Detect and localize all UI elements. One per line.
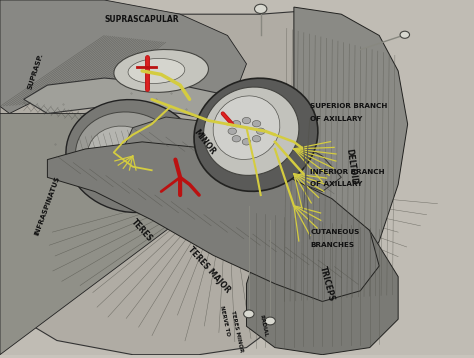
Ellipse shape (242, 117, 251, 124)
Polygon shape (0, 0, 389, 355)
Circle shape (265, 317, 275, 325)
Ellipse shape (232, 121, 241, 127)
Text: SUPRASP.: SUPRASP. (27, 52, 44, 90)
Text: BRANCHES: BRANCHES (310, 242, 355, 248)
Ellipse shape (232, 136, 241, 142)
Circle shape (400, 31, 410, 38)
Text: TERES MINOR: TERES MINOR (230, 310, 244, 353)
Text: RADIAL: RADIAL (258, 315, 268, 338)
Text: TERES: TERES (130, 217, 155, 244)
Ellipse shape (66, 100, 200, 213)
Text: DELTOID: DELTOID (344, 148, 358, 185)
Text: SUPRASCAPULAR: SUPRASCAPULAR (105, 15, 180, 24)
Ellipse shape (228, 128, 237, 134)
Ellipse shape (252, 136, 261, 142)
Ellipse shape (194, 78, 318, 191)
Text: SUPERIOR BRANCH: SUPERIOR BRANCH (310, 103, 388, 110)
Ellipse shape (213, 96, 280, 159)
Text: INFERIOR BRANCH: INFERIOR BRANCH (310, 169, 385, 175)
Ellipse shape (75, 112, 181, 200)
Ellipse shape (114, 49, 209, 92)
Polygon shape (47, 142, 379, 301)
Circle shape (244, 310, 254, 318)
Text: OF AXILLARY: OF AXILLARY (310, 116, 363, 122)
Text: NERVE TO: NERVE TO (219, 305, 231, 337)
Ellipse shape (128, 58, 185, 83)
Polygon shape (123, 117, 341, 192)
Polygon shape (24, 78, 370, 177)
Text: OF AXILLARY: OF AXILLARY (310, 182, 363, 188)
Polygon shape (0, 113, 246, 355)
Ellipse shape (88, 126, 159, 186)
Text: TERES MAJOR: TERES MAJOR (186, 245, 231, 294)
Polygon shape (246, 195, 398, 355)
Polygon shape (275, 7, 408, 312)
Polygon shape (0, 0, 246, 113)
Text: TRICEPS: TRICEPS (318, 265, 336, 303)
Ellipse shape (242, 139, 251, 145)
Text: INFRASPINATUS: INFRASPINATUS (34, 175, 61, 236)
Circle shape (255, 4, 267, 14)
Ellipse shape (256, 128, 265, 134)
Ellipse shape (252, 121, 261, 127)
Text: CUTANEOUS: CUTANEOUS (310, 229, 360, 235)
Text: MINOR: MINOR (191, 127, 217, 156)
Ellipse shape (203, 87, 299, 175)
